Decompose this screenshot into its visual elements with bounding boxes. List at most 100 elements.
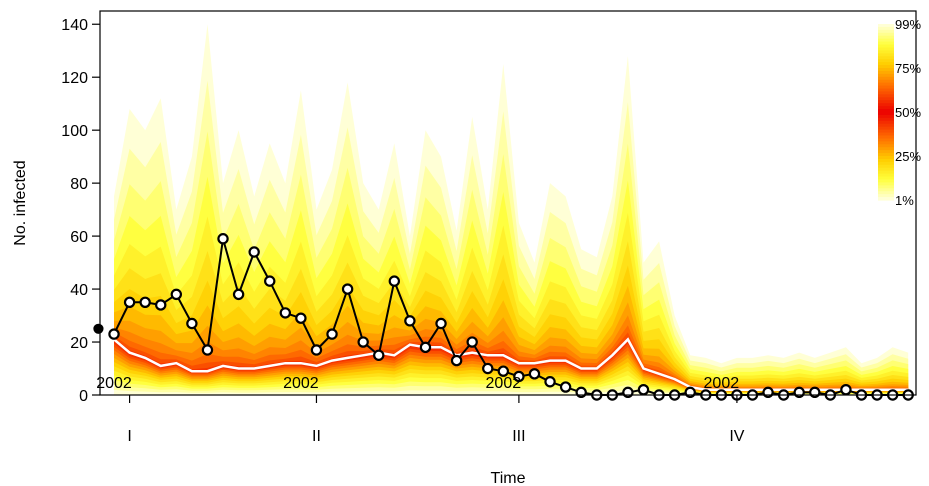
observed-point	[264, 275, 276, 287]
observed-point	[528, 368, 541, 380]
year-label: 2002	[96, 375, 132, 392]
legend-swatch	[878, 65, 894, 69]
legend-swatch	[878, 73, 894, 78]
legend-swatch	[878, 76, 894, 81]
y-tick-label: 140	[61, 17, 88, 34]
legend-swatch	[878, 50, 894, 54]
observed-point	[108, 328, 120, 340]
observed-point	[559, 381, 572, 393]
observed-point	[840, 384, 852, 396]
legend-swatch	[878, 179, 894, 183]
legend-swatch	[878, 132, 894, 137]
observed-point	[295, 312, 307, 324]
observed-point	[326, 328, 338, 340]
legend-swatch	[878, 173, 894, 178]
legend-swatch	[878, 29, 894, 34]
observed-point	[466, 336, 478, 348]
legend-swatch	[878, 44, 894, 49]
y-tick-label: 60	[70, 229, 88, 246]
fan-band	[114, 336, 909, 391]
observed-point	[217, 233, 229, 245]
legend-label: 1%	[895, 193, 914, 208]
legend-swatch	[878, 103, 894, 107]
legend-swatch	[878, 141, 894, 145]
observed-point	[123, 296, 136, 309]
observed-point	[170, 288, 183, 301]
legend-swatch	[878, 150, 894, 154]
x-tick-label: III	[512, 428, 525, 445]
legend-swatch	[878, 26, 894, 31]
legend-swatch	[878, 109, 894, 113]
legend-swatch	[878, 170, 894, 175]
observed-point	[513, 370, 525, 383]
observed-point	[450, 354, 463, 367]
year-label: 2002	[283, 375, 319, 392]
legend-swatch	[878, 158, 894, 163]
legend-swatch	[878, 167, 894, 172]
legend-swatch	[878, 91, 894, 95]
y-tick-label: 80	[70, 176, 88, 193]
legend-swatch	[878, 24, 894, 28]
legend-swatch	[878, 68, 894, 72]
legend-swatch	[878, 56, 894, 60]
legend-swatch	[878, 85, 894, 90]
observed-point	[186, 317, 198, 330]
observed-point	[310, 344, 323, 356]
legend-swatch	[878, 59, 894, 63]
legend-swatch	[878, 62, 894, 66]
legend-swatch	[878, 197, 894, 201]
legend-swatch	[878, 47, 894, 51]
observed-point	[404, 315, 416, 327]
y-tick-label: 120	[61, 70, 88, 87]
legend-label: 50%	[895, 105, 921, 120]
observed-point	[637, 384, 650, 396]
legend: 99% 75% 50% 25% 1%	[878, 17, 921, 208]
legend-swatch	[878, 41, 894, 46]
legend-swatch	[878, 38, 894, 43]
legend-swatch	[878, 97, 894, 101]
legend-swatch	[878, 164, 894, 169]
fan-band-layer	[114, 24, 909, 395]
legend-swatch	[878, 53, 894, 57]
plot-frame	[99, 10, 917, 396]
legend-swatch	[878, 88, 894, 93]
legend-label: 75%	[895, 61, 921, 76]
x-tick-label: IV	[729, 428, 744, 445]
observed-point	[544, 376, 556, 388]
legend-swatch	[878, 194, 894, 198]
x-tick-label: I	[127, 428, 131, 445]
legend-label: 25%	[895, 149, 921, 164]
observed-point	[279, 307, 292, 319]
legend-label: 99%	[895, 17, 921, 32]
legend-swatch	[878, 129, 894, 134]
y-tick-label: 0	[79, 388, 88, 405]
legend-swatch	[878, 126, 894, 131]
observed-point	[482, 362, 494, 375]
legend-swatch	[878, 188, 894, 192]
legend-swatch	[878, 153, 894, 157]
observed-point	[139, 296, 151, 309]
median-line	[113, 337, 909, 391]
observed-line	[113, 238, 909, 397]
legend-swatch	[878, 182, 894, 186]
y-axis-label: No. infected	[12, 160, 29, 245]
legend-swatch	[878, 100, 894, 104]
y-tick-label: 100	[61, 123, 88, 140]
observed-point	[232, 288, 245, 301]
legend-swatch	[878, 185, 894, 189]
legend-swatch	[878, 123, 894, 128]
legend-swatch	[878, 82, 894, 87]
year-label: 2002	[704, 375, 740, 392]
observed-point	[155, 299, 167, 311]
observed-point	[341, 283, 354, 295]
y-tick-label: 20	[70, 335, 88, 352]
legend-swatch	[878, 161, 894, 166]
observed-point	[388, 275, 401, 287]
x-axis-label: Time	[491, 470, 526, 486]
legend-swatch	[878, 79, 894, 84]
legend-swatch	[878, 117, 894, 122]
legend-swatch	[878, 138, 894, 142]
legend-swatch	[878, 35, 894, 40]
